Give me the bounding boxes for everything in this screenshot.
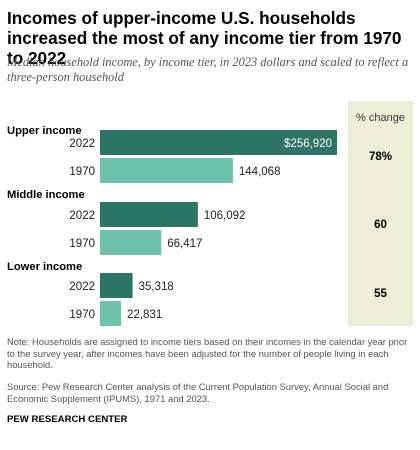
chart-note: Note: Households are assigned to income … — [7, 336, 408, 370]
bar-upper-income-2022 — [100, 130, 337, 155]
group-label: Middle income — [7, 189, 85, 201]
year-label: 2022 — [69, 281, 95, 293]
value-label: 22,831 — [127, 309, 162, 321]
value-label: 35,318 — [139, 281, 174, 293]
change-value: 60 — [374, 219, 387, 231]
bar-lower-income-2022 — [100, 273, 133, 298]
chart-title: Incomes of upper-income U.S. households … — [7, 8, 402, 68]
year-label: 2022 — [69, 138, 95, 150]
bar-lower-income-1970 — [100, 301, 122, 326]
chart-subtitle: Median household income, by income tier,… — [7, 55, 409, 84]
year-label: 2022 — [69, 210, 95, 222]
value-label: 144,068 — [239, 166, 281, 178]
group-label: Upper income — [7, 125, 82, 137]
value-label: 106,092 — [204, 210, 246, 222]
change-panel — [348, 101, 413, 326]
organization-credit: PEW RESEARCH CENTER — [7, 414, 128, 425]
year-label: 1970 — [69, 166, 95, 178]
bar-middle-income-1970 — [100, 230, 162, 255]
bar-middle-income-2022 — [100, 202, 198, 227]
change-header: % change — [356, 112, 405, 124]
group-label: Lower income — [7, 261, 82, 273]
change-value: 55 — [374, 288, 387, 300]
year-label: 1970 — [69, 309, 95, 321]
bar-upper-income-1970 — [100, 158, 233, 183]
chart-source: Source: Pew Research Center analysis of … — [7, 381, 389, 404]
value-label: $256,920 — [284, 138, 332, 150]
change-value: 78% — [369, 151, 392, 163]
year-label: 1970 — [69, 238, 95, 250]
value-label: 66,417 — [167, 238, 202, 250]
